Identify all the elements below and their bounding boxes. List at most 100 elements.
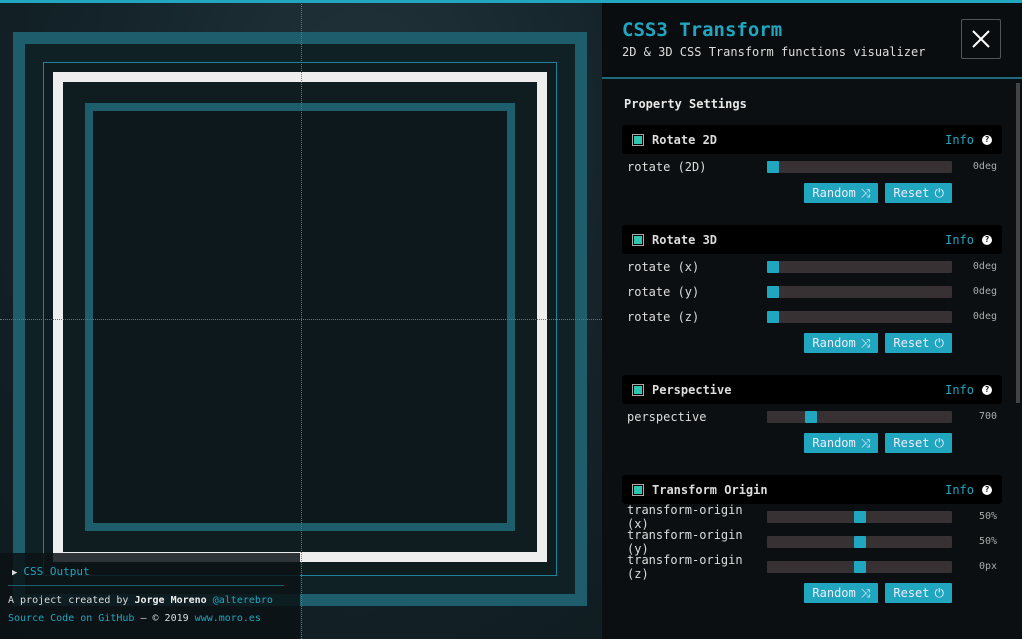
slider-value: 0deg <box>972 311 997 322</box>
shuffle-icon: ⤨ <box>860 435 871 450</box>
slider-track[interactable] <box>767 310 952 323</box>
slider-value: 700 <box>978 411 997 422</box>
section-header: Perspective Info? <box>622 375 1002 404</box>
slider-label: rotate (y) <box>627 284 700 299</box>
slider-track[interactable] <box>767 410 952 423</box>
random-button[interactable]: Random ⤨ <box>804 333 879 353</box>
shuffle-icon: ⤨ <box>860 185 871 200</box>
css-output-toggle[interactable]: ▶ CSS Output <box>8 553 284 586</box>
info-link[interactable]: Info <box>945 132 974 147</box>
random-label: Random <box>812 436 856 450</box>
slider-row: rotate (y) 0deg <box>622 279 1002 304</box>
slider-thumb[interactable] <box>805 410 818 423</box>
copyright: — © 2019 <box>140 613 189 624</box>
random-button[interactable]: Random ⤨ <box>804 183 879 203</box>
slider-thumb[interactable] <box>767 285 779 298</box>
slider-label: perspective <box>627 409 707 424</box>
section-enable-checkbox[interactable] <box>632 233 644 246</box>
section-title: Rotate 2D <box>652 132 718 147</box>
slider-thumb[interactable] <box>767 260 779 273</box>
panel-header: CSS3 Transform 2D & 3D CSS Transform fun… <box>602 3 1022 79</box>
slider-value: 0deg <box>972 261 997 272</box>
slider-thumb[interactable] <box>853 510 866 523</box>
slider-label: rotate (x) <box>627 259 700 274</box>
slider-value: 0deg <box>972 161 997 172</box>
shuffle-icon: ⤨ <box>860 335 871 350</box>
slider-row: transform-origin (x) 50% <box>622 502 1002 531</box>
power-icon: ⏻ <box>934 335 945 350</box>
section-header: Rotate 3D Info? <box>622 225 1002 254</box>
reset-button[interactable]: Reset ⏻ <box>885 433 952 453</box>
reset-label: Reset <box>893 436 930 450</box>
slider-value: 50% <box>978 536 997 547</box>
reset-label: Reset <box>893 186 930 200</box>
random-button[interactable]: Random ⤨ <box>804 583 879 603</box>
reset-button[interactable]: Reset ⏻ <box>885 183 952 203</box>
app-subtitle: 2D & 3D CSS Transform functions visualiz… <box>622 45 926 59</box>
slider-row: rotate (z) 0deg <box>622 304 1002 329</box>
slider-row: transform-origin (y) 50% <box>622 527 1002 556</box>
css-output-label: CSS Output <box>23 565 90 578</box>
question-icon[interactable]: ? <box>982 134 992 145</box>
power-icon: ⏻ <box>934 185 945 200</box>
author-handle-link[interactable]: @alterebro <box>212 595 273 606</box>
close-icon <box>972 30 990 48</box>
question-icon[interactable]: ? <box>982 484 992 495</box>
preview-stage: ▶ CSS Output A project created by Jorge M… <box>0 0 602 639</box>
author-name: Jorge Moreno <box>134 595 207 606</box>
section-title: Perspective <box>652 382 732 397</box>
settings-panel: CSS3 Transform 2D & 3D CSS Transform fun… <box>602 3 1022 639</box>
random-button[interactable]: Random ⤨ <box>804 433 879 453</box>
random-label: Random <box>812 336 856 350</box>
triangle-right-icon: ▶ <box>12 568 18 578</box>
info-link[interactable]: Info <box>945 382 974 397</box>
random-label: Random <box>812 586 856 600</box>
scrollbar[interactable] <box>1016 83 1020 403</box>
slider-label: rotate (z) <box>627 309 700 324</box>
slider-row: perspective 700 <box>622 404 1002 429</box>
horizontal-guide <box>0 319 602 320</box>
slider-thumb[interactable] <box>853 560 866 573</box>
slider-label: transform-origin (z) <box>627 552 743 581</box>
slider-label: transform-origin (x) <box>627 502 743 531</box>
website-link[interactable]: www.moro.es <box>194 613 261 624</box>
source-code-link[interactable]: Source Code on GitHub <box>8 613 135 624</box>
footer: ▶ CSS Output A project created by Jorge M… <box>0 553 300 639</box>
reset-label: Reset <box>893 586 930 600</box>
section-card: Rotate 3D Info? rotate (x) 0deg rotate (y) 0d… <box>622 225 1002 353</box>
credit-text: A project created by <box>8 595 129 606</box>
info-link[interactable]: Info <box>945 232 974 247</box>
info-link[interactable]: Info <box>945 482 974 497</box>
slider-row: transform-origin (z) 0px <box>622 552 1002 581</box>
slider-thumb[interactable] <box>853 535 866 548</box>
slider-track[interactable] <box>767 510 952 523</box>
slider-track[interactable] <box>767 535 952 548</box>
section-card: Transform Origin Info? transform-origin (x… <box>622 475 1002 603</box>
section-enable-checkbox[interactable] <box>632 133 644 146</box>
section-title: Transform Origin <box>652 482 768 497</box>
question-icon[interactable]: ? <box>982 384 992 395</box>
reset-button[interactable]: Reset ⏻ <box>885 333 952 353</box>
top-accent-bar <box>0 0 1022 3</box>
app-title: CSS3 Transform <box>622 19 783 41</box>
section-header: Transform Origin Info? <box>622 475 1002 504</box>
slider-thumb[interactable] <box>767 310 779 323</box>
slider-label: transform-origin (y) <box>627 527 743 556</box>
close-button[interactable] <box>961 19 1001 59</box>
inner-square <box>85 103 515 531</box>
power-icon: ⏻ <box>934 435 945 450</box>
slider-track[interactable] <box>767 560 952 573</box>
section-header: Rotate 2D Info? <box>622 125 1002 154</box>
slider-track[interactable] <box>767 160 952 173</box>
slider-track[interactable] <box>767 260 952 273</box>
section-enable-checkbox[interactable] <box>632 483 644 496</box>
slider-row: rotate (2D) 0deg <box>622 154 1002 179</box>
section-enable-checkbox[interactable] <box>632 383 644 396</box>
question-icon[interactable]: ? <box>982 234 992 245</box>
slider-track[interactable] <box>767 285 952 298</box>
reset-button[interactable]: Reset ⏻ <box>885 583 952 603</box>
shuffle-icon: ⤨ <box>860 585 871 600</box>
reset-label: Reset <box>893 336 930 350</box>
slider-value: 0deg <box>972 286 997 297</box>
slider-thumb[interactable] <box>767 160 779 173</box>
